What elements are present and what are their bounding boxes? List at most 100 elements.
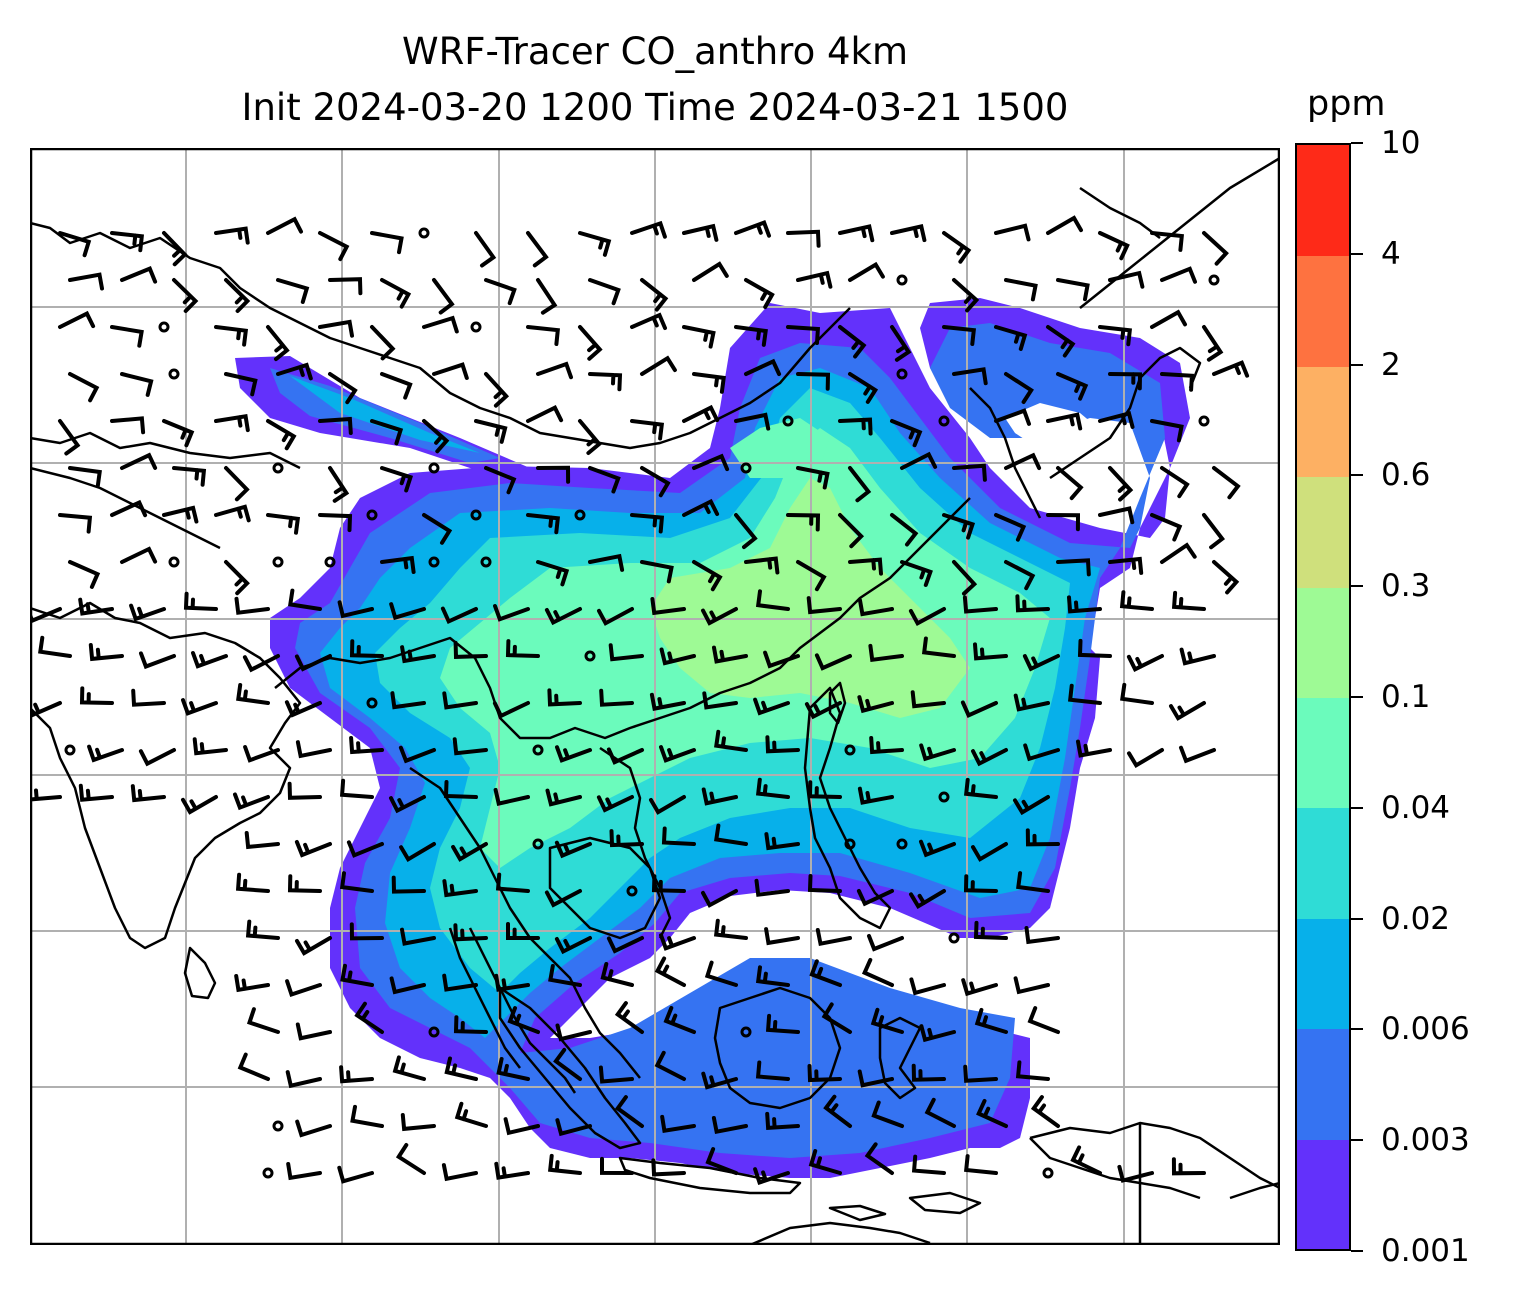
wind-barb <box>422 315 459 334</box>
wind-barb <box>68 466 102 488</box>
wind-barb <box>712 645 748 664</box>
colorbar-band <box>1297 145 1349 257</box>
wind-barb <box>578 325 603 361</box>
calm-wind-marker <box>532 838 544 850</box>
wind-barb <box>588 553 625 572</box>
map-panel[interactable] <box>30 148 1280 1245</box>
wind-barb <box>908 607 946 627</box>
wind-barb <box>484 372 510 408</box>
wind-barb <box>765 1111 800 1131</box>
wind-barb <box>503 1117 540 1136</box>
wind-barb <box>808 1149 842 1175</box>
colorbar-tick-label: 0.3 <box>1381 568 1431 605</box>
wind-barb <box>599 688 634 707</box>
wind-barb <box>911 1063 946 1082</box>
wind-barb <box>120 265 158 284</box>
wind-barb <box>58 513 93 534</box>
wind-barb <box>380 278 412 309</box>
calm-wind-marker <box>896 274 908 286</box>
wind-barb <box>870 1007 904 1034</box>
wind-barb <box>110 499 148 518</box>
wind-barb <box>1027 1006 1060 1034</box>
wind-barb <box>295 936 332 956</box>
wind-barb <box>224 466 250 502</box>
wind-barb <box>744 278 775 309</box>
calm-wind-marker <box>626 885 638 897</box>
wind-barb <box>796 372 831 391</box>
wind-barb <box>600 1156 634 1175</box>
wind-barb <box>237 1052 270 1081</box>
wind-barb <box>526 405 564 423</box>
calm-wind-marker <box>782 415 794 427</box>
wind-barb <box>162 505 199 524</box>
wind-barb <box>276 362 313 381</box>
wind-barb <box>380 372 413 400</box>
wind-barb <box>1202 325 1224 362</box>
wind-barb <box>340 963 374 987</box>
wind-barb <box>38 635 72 658</box>
wind-barb <box>318 319 354 338</box>
wind-barb <box>432 278 455 315</box>
wind-barb <box>389 795 426 814</box>
wind-barb <box>701 607 738 626</box>
wind-barb <box>1160 266 1197 284</box>
wind-barb <box>234 974 270 993</box>
wind-barb <box>442 691 478 710</box>
wind-barb <box>389 976 426 995</box>
colorbar-tick <box>1351 585 1363 588</box>
wind-barb <box>714 729 748 752</box>
wind-barb <box>400 645 436 664</box>
wind-barb <box>682 325 716 349</box>
wind-barb <box>952 367 988 386</box>
wind-barb <box>755 965 790 987</box>
wind-barb <box>755 1060 790 1081</box>
wind-barb <box>526 513 561 535</box>
wind-barb <box>869 736 904 755</box>
wind-barb <box>288 588 322 611</box>
wind-barb <box>994 223 1031 242</box>
wind-barb <box>588 466 621 494</box>
calm-wind-marker <box>532 744 544 756</box>
wind-barb <box>392 1055 426 1081</box>
wind-barb <box>494 1161 530 1180</box>
wind-barb <box>1015 594 1050 613</box>
wind-barb <box>496 1057 530 1081</box>
wind-barb <box>235 872 270 893</box>
wind-barb <box>701 889 738 908</box>
colorbar-band <box>1297 365 1349 478</box>
colorbar-tick <box>1351 1250 1363 1252</box>
wind-barb <box>1150 419 1184 443</box>
wind-barb <box>1098 410 1135 429</box>
wind-barb <box>555 1023 592 1042</box>
colorbar-tick-label: 0.003 <box>1381 1122 1470 1159</box>
wind-barb <box>526 325 560 346</box>
wind-barb <box>536 361 573 380</box>
wind-barb <box>183 591 218 611</box>
colorbar <box>1295 143 1351 1251</box>
wind-barb <box>370 325 396 361</box>
wind-barb <box>544 889 582 908</box>
wind-barb <box>1067 683 1102 705</box>
wind-barb <box>976 1098 1008 1128</box>
wind-barb <box>682 404 720 423</box>
wind-barb <box>734 513 758 550</box>
wind-barb <box>994 513 1027 542</box>
wind-barb <box>328 466 350 503</box>
wind-barb <box>442 879 478 898</box>
wind-barb <box>453 640 488 659</box>
wind-barb <box>354 1001 384 1034</box>
wind-barb <box>890 325 912 362</box>
wind-barb <box>753 697 790 716</box>
wind-barb <box>764 832 800 851</box>
wind-barb <box>453 1015 488 1034</box>
wind-barb <box>1025 828 1060 847</box>
wind-barb <box>630 419 665 441</box>
colorbar-tick <box>1351 1028 1363 1031</box>
wind-barb <box>120 546 158 564</box>
colorbar-tick <box>1351 917 1363 920</box>
calm-wind-marker <box>938 791 950 803</box>
wind-barb <box>1076 739 1112 758</box>
wind-barb <box>432 362 469 380</box>
wind-barb <box>962 595 998 614</box>
wind-barb <box>734 412 771 431</box>
